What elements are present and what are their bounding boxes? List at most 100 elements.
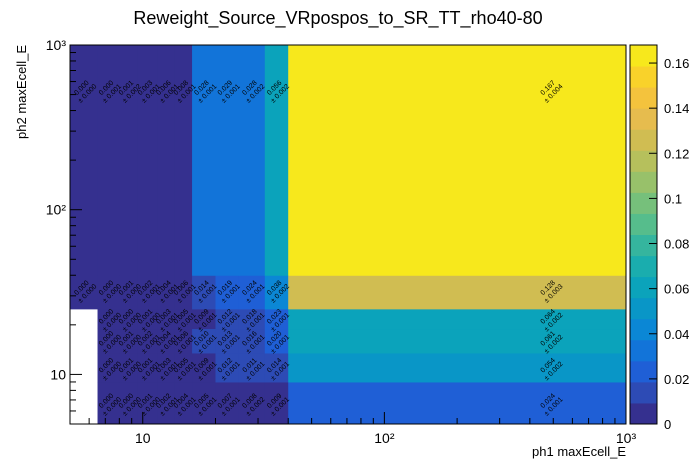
x-axis-label: ph1 maxEcell_E [532,444,626,459]
axis-ticks: 10 10 10² 10² 10³ 10³ [46,37,637,446]
heatmap-cell [137,308,158,330]
color-scale-step [630,297,657,320]
heatmap-cell [157,381,175,425]
heatmap-cell [215,328,240,354]
color-scale-step [630,87,657,109]
heatmap-cell [215,275,240,310]
heatmap-cell [157,352,175,383]
chart-title: Reweight_Source_VRpospos_to_SR_TT_rho40-… [133,8,542,29]
color-scale-step [630,381,657,404]
heatmap-cell [264,45,289,276]
heatmap-cell [97,328,120,354]
heatmap-cell [174,308,193,330]
color-scale-tick-label: 0.08 [664,237,689,252]
heatmap-cell [192,275,216,310]
heatmap-cell [238,45,266,276]
color-scale-bar: 0 0.02 0.04 0.06 0.08 0.1 0.12 0.14 0.16 [629,44,689,432]
heatmap-cell [264,328,289,354]
heatmap-cell [174,381,193,425]
y-tick-label: 10² [46,202,67,218]
heatmap-cell [264,381,289,425]
heatmap-cell [119,45,138,276]
color-scale-step [630,171,657,193]
color-scale-tick-label: 0.06 [664,282,689,297]
heatmap-cell [137,45,158,276]
y-axis-label: ph2 maxEcell_E [14,45,29,139]
heatmap-cell [119,381,138,425]
heatmap-cell [192,45,216,276]
color-scale-step [630,129,657,151]
color-scale-step [630,213,657,235]
heatmap-cell [215,352,240,383]
heatmap-cell [97,381,120,425]
heatmap-cell [70,275,99,310]
color-scale-tick-label: 0.16 [664,56,689,71]
heatmap-cell [264,275,289,310]
color-scale-tick-label: 0.1 [664,191,682,206]
heatmap-cell [192,308,216,330]
color-scale-step [630,360,657,383]
heatmap-cell [288,308,627,330]
heatmap-cell [174,45,193,276]
heatmap-cell [137,275,158,310]
heatmap-cell [97,352,120,383]
heatmap-cell [238,328,266,354]
color-scale-step [630,150,657,172]
heatmap-cell [215,308,240,330]
plot-frame [69,44,627,425]
heatmap-cell [288,45,627,276]
heatmap-cell [157,308,175,330]
color-scale-step [630,276,657,299]
heatmap-cell [192,328,216,354]
heatmap-cell [137,352,158,383]
color-scale-step [630,45,657,67]
color-scale-step [630,234,657,257]
heatmap-cell [215,45,240,276]
heatmap-cell [264,352,289,383]
color-scale-tick-label: 0.12 [664,146,689,161]
color-scale-tick-label: 0.04 [664,327,689,342]
heatmap-cells [70,45,627,425]
heatmap-cell [192,381,216,425]
heatmap-cell [97,275,120,310]
heatmap-cell [157,275,175,310]
heatmap-cell [97,308,120,330]
heatmap-cell [97,45,120,276]
heatmap-cell [157,45,175,276]
heatmap-cell [174,275,193,310]
color-scale-tick-label: 0.14 [664,101,689,116]
heatmap-cell [288,328,627,354]
color-scale-step [630,402,657,425]
color-scale-tick-label: 0 [664,417,671,432]
y-tick-label: 10 [50,366,66,382]
heatmap-cell [157,328,175,354]
heatmap-cell [238,381,266,425]
heatmap-cell [264,308,289,330]
x-tick-label: 10² [374,430,395,446]
heatmap-cell [119,328,138,354]
y-tick-label: 10³ [46,37,67,53]
color-scale-step [630,192,657,214]
heatmap-cell [174,328,193,354]
x-tick-label: 10³ [616,430,637,446]
color-scale-frame [629,44,658,425]
color-scale-tick-label: 0.02 [664,372,689,387]
color-scale-step [630,339,657,362]
heatmap-cell [288,352,627,383]
x-tick-label: 10 [135,430,151,446]
heatmap-cell [137,328,158,354]
heatmap-cell [238,352,266,383]
color-scale-step [630,255,657,278]
heatmap-cell [174,352,193,383]
heatmap-cell [192,352,216,383]
color-scale-step [630,108,657,130]
heatmap-cell [288,381,627,425]
heatmap-cell [215,381,240,425]
heatmap-cell [119,352,138,383]
color-scale-step [630,318,657,341]
heatmap-cell [119,308,138,330]
color-scale-step [630,66,657,88]
heatmap-cell [119,275,138,310]
heatmap-cell [238,308,266,330]
